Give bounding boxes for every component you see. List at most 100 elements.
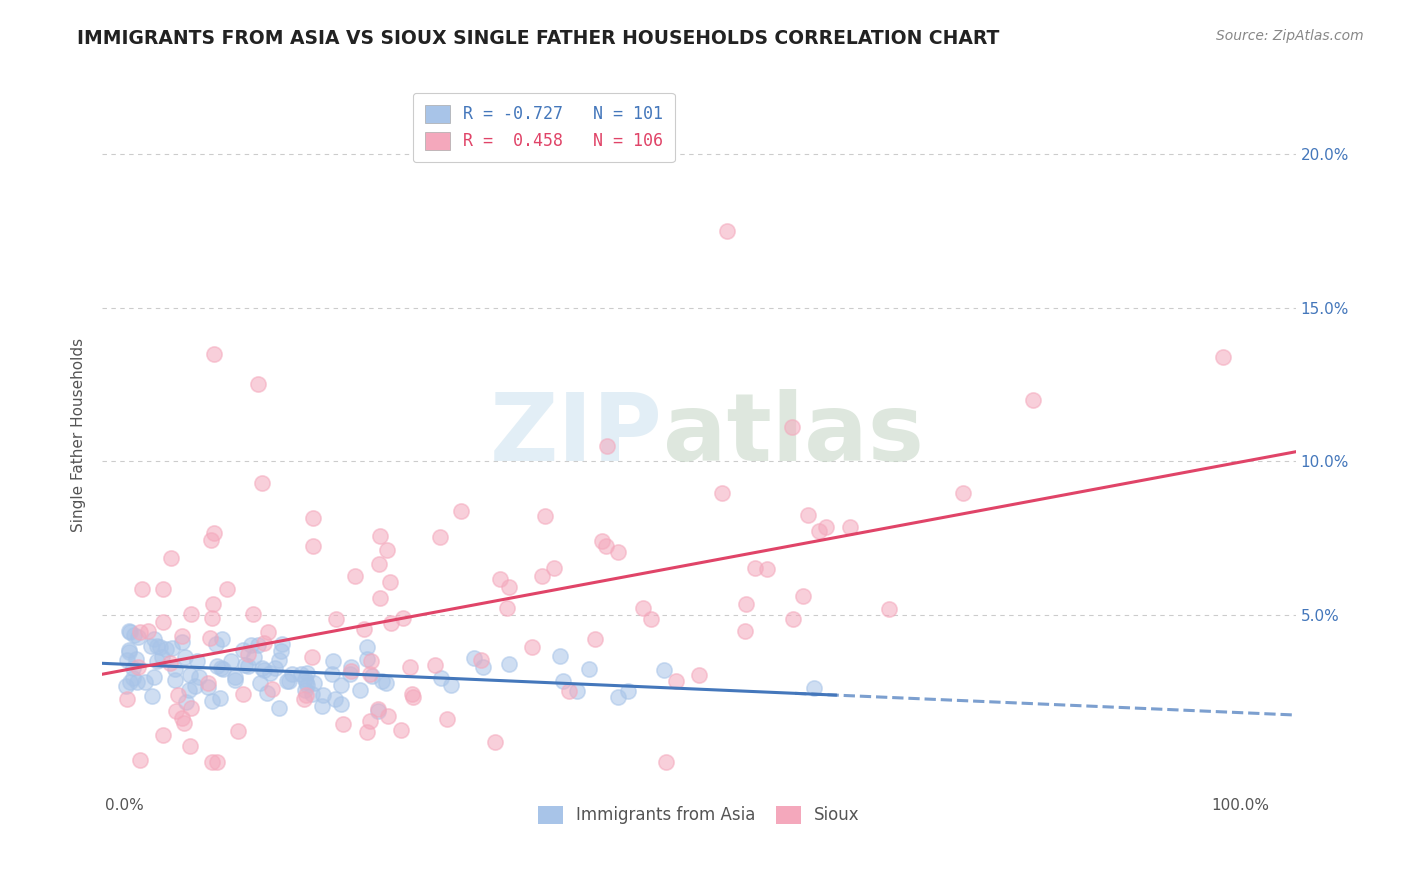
Point [423,657,446,672]
Point [121,671,143,685]
Point [236,658,259,673]
Point [174,649,197,664]
Point [488,572,510,586]
Point [565,684,588,698]
Point [1022,392,1045,407]
Point [217,582,239,596]
Point [242,607,264,622]
Point [201,597,224,611]
Point [184,679,207,693]
Point [344,569,367,583]
Point [160,551,183,566]
Point [498,580,520,594]
Point [205,658,228,673]
Point [616,684,638,698]
Point [378,574,401,589]
Point [129,753,152,767]
Point [249,676,271,690]
Text: atlas: atlas [664,389,924,481]
Point [325,611,347,625]
Point [180,607,202,622]
Point [118,642,141,657]
Point [136,624,159,639]
Point [655,755,678,769]
Point [312,688,335,702]
Point [205,637,228,651]
Point [163,662,186,676]
Point [356,724,378,739]
Point [271,637,294,651]
Point [429,530,451,544]
Point [330,677,353,691]
Point [578,662,600,676]
Point [330,697,353,711]
Point [301,649,323,664]
Point [402,690,425,704]
Point [294,692,316,706]
Point [295,675,318,690]
Point [401,687,423,701]
Point [269,701,291,715]
Point [392,611,415,625]
Point [208,691,231,706]
Point [127,675,149,690]
Point [120,625,142,640]
Point [176,696,198,710]
Point [239,638,262,652]
Point [349,682,371,697]
Point [131,582,153,597]
Point [375,543,398,558]
Point [201,694,224,708]
Point [134,675,156,690]
Point [198,632,221,646]
Point [797,508,820,523]
Point [224,670,246,684]
Point [187,669,209,683]
Point [260,681,283,696]
Text: Source: ZipAtlas.com: Source: ZipAtlas.com [1216,29,1364,43]
Point [652,664,675,678]
Point [498,657,520,671]
Point [212,662,235,676]
Legend: Immigrants from Asia, Sioux: Immigrants from Asia, Sioux [529,796,870,834]
Point [179,739,201,753]
Point [152,728,174,742]
Point [201,755,224,769]
Point [247,639,270,653]
Point [734,624,756,639]
Point [129,624,152,639]
Point [879,602,901,616]
Point [290,666,312,681]
Point [127,630,149,644]
Point [484,734,506,748]
Point [209,661,232,675]
Point [321,667,343,681]
Point [201,611,224,625]
Point [607,545,630,559]
Point [250,661,273,675]
Point [716,224,738,238]
Point [370,529,392,543]
Point [360,669,382,683]
Point [735,597,758,611]
Point [711,486,734,500]
Point [165,704,187,718]
Point [340,664,363,678]
Point [374,676,396,690]
Point [808,524,831,539]
Point [557,683,579,698]
Point [179,668,201,682]
Point [553,673,575,688]
Point [294,682,316,697]
Point [118,624,141,638]
Point [152,615,174,629]
Point [792,590,814,604]
Point [353,622,375,636]
Point [596,439,619,453]
Point [368,591,391,605]
Point [360,654,382,668]
Point [640,612,662,626]
Point [322,654,344,668]
Point [264,661,287,675]
Point [219,654,242,668]
